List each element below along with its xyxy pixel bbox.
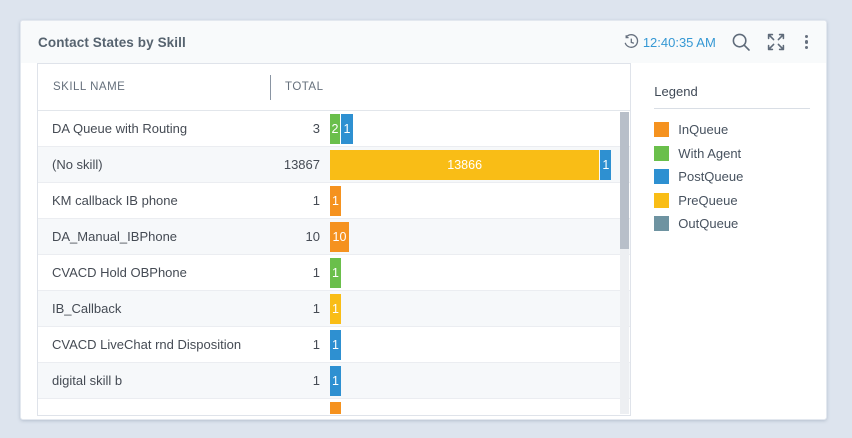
legend-label: PreQueue bbox=[678, 192, 738, 208]
bar-segment-inqueue bbox=[330, 402, 341, 414]
skill-total: 1 bbox=[312, 337, 320, 352]
state-bar: 10 bbox=[330, 221, 611, 252]
skill-total: 1 bbox=[312, 265, 320, 280]
legend-item: PostQueue bbox=[654, 169, 810, 184]
table-row[interactable]: KM callback IB phone 1 1 bbox=[38, 183, 631, 219]
bar-segment-prequeue: 1 bbox=[330, 293, 341, 324]
search-icon[interactable] bbox=[731, 32, 751, 52]
skill-name: digital skill b bbox=[52, 373, 123, 388]
skill-name: DA_Manual_IBPhone bbox=[52, 229, 178, 244]
expand-icon[interactable] bbox=[766, 32, 786, 52]
table-row[interactable]: digital skill b 1 1 bbox=[38, 363, 631, 399]
legend-label: InQueue bbox=[678, 122, 729, 137]
column-header-total[interactable]: TOTAL bbox=[285, 81, 324, 93]
state-bar: 1 bbox=[330, 365, 611, 396]
state-bar: 1 bbox=[330, 185, 611, 216]
widget-header: Contact States by Skill 12:40:35 AM bbox=[21, 21, 826, 63]
bar-segment-postqueue: 1 bbox=[341, 113, 353, 144]
table-scrollbar[interactable] bbox=[620, 112, 630, 414]
skill-total: 1 bbox=[312, 373, 320, 388]
legend-panel: Legend InQueue With Agent PostQueue PreQ… bbox=[654, 63, 810, 416]
state-bar: 13866 1 bbox=[330, 149, 612, 180]
skill-name: DA Queue with Routing bbox=[52, 121, 188, 136]
legend-item: PreQueue bbox=[654, 192, 810, 208]
kebab-menu-icon[interactable] bbox=[801, 33, 812, 52]
table-row[interactable]: CVACD LiveChat rnd Disposition 1 1 bbox=[38, 327, 631, 363]
timestamp: 12:40:35 AM bbox=[642, 34, 716, 50]
bar-segment-prequeue: 13866 bbox=[330, 149, 600, 180]
legend-label: With Agent bbox=[678, 145, 742, 161]
bar-segment-inqueue: 10 bbox=[330, 221, 349, 252]
state-bar: 1 bbox=[330, 257, 611, 288]
legend-item: OutQueue bbox=[654, 216, 810, 231]
widget-title: Contact States by Skill bbox=[38, 34, 186, 50]
skill-total: 13867 bbox=[283, 157, 320, 172]
widget-body: SKILL NAME TOTAL DA Queue with Routing 3… bbox=[21, 63, 826, 416]
state-bar: 1 bbox=[330, 329, 611, 360]
bar-segment-postqueue: 1 bbox=[330, 365, 341, 396]
state-bar: 1 bbox=[330, 293, 611, 324]
skill-total: 1 bbox=[312, 193, 320, 208]
bar-segment-withagent: 2 bbox=[330, 113, 340, 144]
skill-table: SKILL NAME TOTAL DA Queue with Routing 3… bbox=[37, 63, 632, 416]
skill-total: 3 bbox=[312, 121, 320, 136]
legend-label: OutQueue bbox=[678, 216, 739, 231]
table-row[interactable] bbox=[38, 399, 631, 414]
skill-total: 1 bbox=[312, 301, 320, 316]
bar-segment-withagent: 1 bbox=[330, 257, 341, 288]
legend-swatch bbox=[654, 216, 670, 231]
bar-segment-inqueue: 1 bbox=[330, 185, 341, 216]
bar-segment-postqueue: 1 bbox=[330, 329, 341, 360]
legend-title: Legend bbox=[654, 84, 810, 109]
legend-item: With Agent bbox=[654, 145, 810, 161]
legend-swatch bbox=[654, 192, 670, 208]
table-row[interactable]: CVACD Hold OBPhone 1 1 bbox=[38, 255, 631, 291]
history-clock-icon bbox=[623, 34, 639, 50]
skill-total: 10 bbox=[305, 229, 320, 244]
skill-name: IB_Callback bbox=[52, 301, 122, 316]
state-bar bbox=[330, 402, 611, 414]
skill-name: CVACD LiveChat rnd Disposition bbox=[52, 337, 242, 352]
legend-swatch bbox=[654, 122, 670, 137]
legend-items: InQueue With Agent PostQueue PreQueue Ou… bbox=[654, 122, 810, 231]
column-separator bbox=[270, 75, 271, 100]
table-header: SKILL NAME TOTAL bbox=[38, 64, 631, 111]
bar-segment-postqueue: 1 bbox=[600, 149, 612, 180]
legend-swatch bbox=[654, 169, 670, 184]
table-row[interactable]: (No skill) 13867 13866 1 bbox=[38, 147, 631, 183]
legend-label: PostQueue bbox=[678, 169, 744, 184]
table-row[interactable]: IB_Callback 1 1 bbox=[38, 291, 631, 327]
column-header-skill-name[interactable]: SKILL NAME bbox=[53, 81, 126, 93]
widget-controls: 12:40:35 AM bbox=[623, 32, 812, 52]
skill-name: KM callback IB phone bbox=[52, 193, 178, 208]
legend-item: InQueue bbox=[654, 122, 810, 137]
time-range-control[interactable]: 12:40:35 AM bbox=[623, 34, 716, 50]
skill-name: (No skill) bbox=[52, 157, 103, 172]
skill-name: CVACD Hold OBPhone bbox=[52, 265, 187, 280]
contact-states-widget: Contact States by Skill 12:40:35 AM bbox=[20, 20, 827, 420]
scrollbar-thumb[interactable] bbox=[620, 112, 630, 249]
table-row[interactable]: DA_Manual_IBPhone 10 10 bbox=[38, 219, 631, 255]
legend-swatch bbox=[654, 145, 670, 161]
